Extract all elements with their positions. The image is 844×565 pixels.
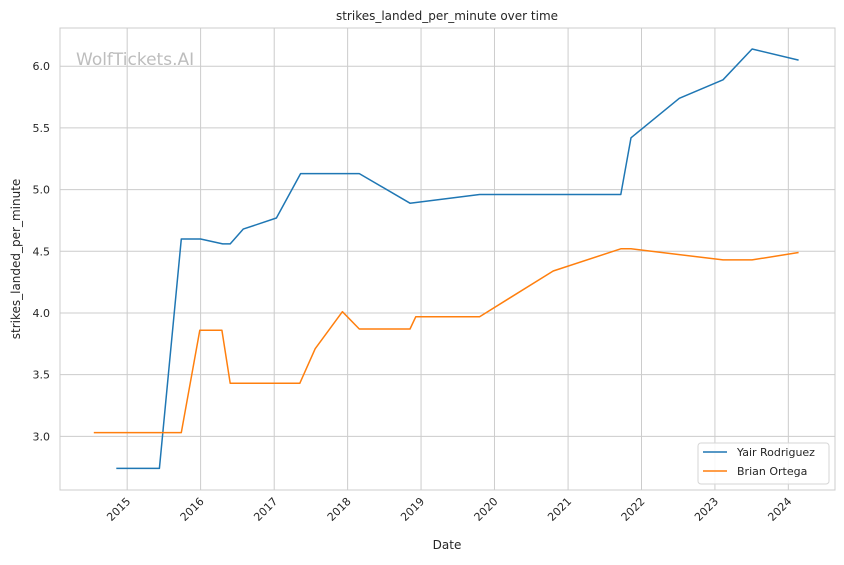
plot-frame <box>59 27 836 491</box>
series-line-brian-ortega <box>93 248 799 434</box>
legend-box <box>697 442 830 485</box>
x-tick-label: 2021 <box>545 495 574 524</box>
x-tick-label: 2024 <box>765 495 794 524</box>
y-axis: 3.0 3.5 4.0 4.5 5.0 5.5 6.0 <box>33 60 51 443</box>
x-tick-label: 2018 <box>325 495 354 524</box>
y-tick-label: 5.0 <box>33 184 51 197</box>
y-tick-label: 3.5 <box>33 369 51 382</box>
y-tick-label: 3.0 <box>33 430 51 443</box>
x-tick-label: 2016 <box>178 495 207 524</box>
x-tick-label: 2019 <box>398 495 427 524</box>
y-axis-label: strikes_landed_per_minute <box>9 179 23 340</box>
chart-title: strikes_landed_per_minute over time <box>336 9 558 23</box>
x-axis-label: Date <box>433 538 462 552</box>
y-tick-label: 6.0 <box>33 60 51 73</box>
series-line-yair-rodriguez <box>116 48 799 470</box>
x-tick-label: 2023 <box>692 495 721 524</box>
x-tick-label: 2015 <box>104 495 133 524</box>
legend-label-yair: Yair Rodriguez <box>736 446 815 459</box>
grid <box>60 28 835 490</box>
y-tick-label: 4.5 <box>33 245 51 258</box>
watermark: WolfTickets.AI <box>76 50 194 70</box>
series-lines <box>93 48 799 470</box>
x-tick-label: 2020 <box>472 495 501 524</box>
x-tick-label: 2022 <box>619 495 648 524</box>
legend: Yair Rodriguez Brian Ortega <box>697 442 830 485</box>
y-tick-label: 4.0 <box>33 307 51 320</box>
x-tick-label: 2017 <box>251 495 280 524</box>
y-tick-label: 5.5 <box>33 122 51 135</box>
legend-label-brian: Brian Ortega <box>737 465 807 478</box>
x-axis: 2015 2016 2017 2018 2019 2020 2021 2022 2023 2024 <box>104 495 794 524</box>
